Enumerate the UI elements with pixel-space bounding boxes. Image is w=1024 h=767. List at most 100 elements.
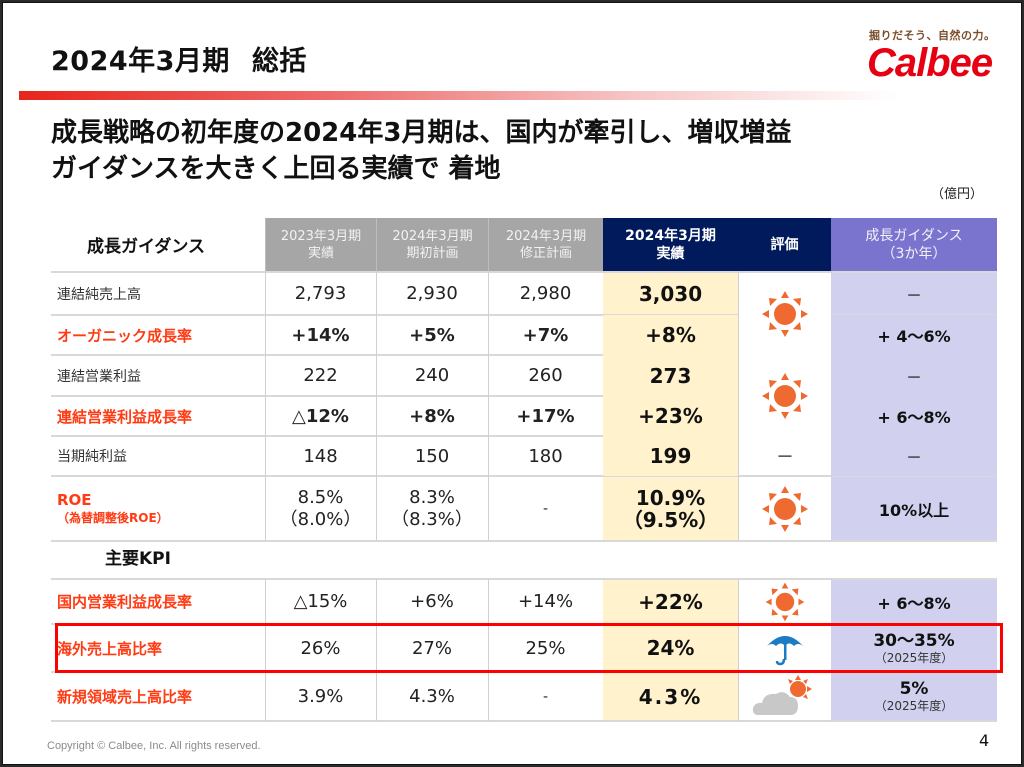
header-line2: 期初計画 (406, 245, 459, 261)
cell-fy2024-initial: 240 (414, 365, 450, 386)
row-divider (51, 395, 997, 397)
value-primary: 8.5% (297, 486, 344, 508)
cell-fy2024-actual: 10.9% （9.5%） (603, 477, 738, 540)
row-label: ROE （為替調整後ROE） (57, 477, 169, 540)
title-summary: 総括 (251, 46, 307, 77)
cell-fy2024-initial: 4.3% (409, 686, 455, 707)
headline-line-1: 成長戦略の初年度の2024年3月期は、国内が牽引し、増収増益 (51, 118, 792, 148)
row-divider (51, 578, 997, 580)
cell-fy2024-actual: 199 (603, 436, 738, 476)
cell-fy2024-actual: +23% (603, 396, 738, 436)
sun-icon-graphic (762, 485, 808, 532)
col-divider (738, 271, 739, 541)
col-divider (265, 271, 266, 541)
cell-fy2024-initial: 2,930 (406, 283, 458, 304)
cell-fy2024-revised: +7% (522, 324, 569, 346)
cell-fy2023-actual: 26% (300, 637, 341, 659)
title-underline-bar (19, 91, 899, 100)
header-line1: 成長ガイダンス (865, 227, 963, 244)
row-divider (51, 314, 997, 316)
cell-guidance: + 6～8% (831, 580, 997, 623)
header-fy2024-initial-plan: 2024年3月期 期初計画 (376, 218, 488, 271)
cell-fy2024-actual: 24% (603, 625, 738, 671)
cell-fy2024-revised: 25% (525, 637, 566, 659)
umbrella-icon (739, 625, 831, 671)
sun-icon (739, 477, 831, 540)
sun-icon-graphic (762, 372, 808, 419)
row-label: 新規領域売上高比率 (57, 688, 193, 706)
cell-guidance: 30～35% （2025年度） (831, 625, 997, 671)
value-adjusted: （9.5%） (622, 507, 719, 532)
row-label-main: ROE (57, 491, 92, 509)
header-fy2024-actual: 2024年3月期 実績 (603, 218, 738, 271)
cell-fy2024-initial: +5% (409, 324, 455, 346)
cell-guidance: 10%以上 (831, 477, 997, 540)
cell-fy2023-actual: +14% (291, 324, 350, 346)
row-label: 国内営業利益成長率 (57, 593, 193, 611)
header-growth-guidance-3yr: 成長ガイダンス （3か年） (831, 218, 997, 271)
sun-icon-graphic (765, 582, 805, 621)
cell-fy2024-actual: +22% (603, 580, 738, 623)
cell-guidance: + 4～6% (831, 315, 997, 355)
cell-guidance: － (831, 355, 997, 396)
cell-fy2024-initial: 150 (414, 445, 450, 467)
header-line1: 評価 (770, 236, 799, 253)
cloud-sun-icon-graphic (752, 674, 812, 715)
sun-icon (739, 580, 831, 623)
headline: 成長戦略の初年度の2024年3月期は、国内が牽引し、増収増益 ガイダンスを大きく… (51, 115, 791, 187)
col-divider (488, 271, 489, 541)
umbrella-icon-graphic (767, 636, 803, 666)
row-label: 連結営業利益 (57, 368, 141, 385)
cell-fy2024-initial: 27% (411, 637, 452, 659)
kpi-section-label: 主要KPI (105, 549, 171, 569)
sun-icon (739, 273, 831, 355)
guidance-note: （2025年度） (874, 699, 954, 713)
value-primary: 8.3% (409, 486, 455, 508)
slide-title: 2024年3月期 総括 (51, 39, 307, 78)
cell-fy2023-actual: 148 (303, 445, 338, 467)
row-label: 連結営業利益成長率 (57, 407, 193, 426)
copyright-footer: Copyright © Calbee, Inc. All rights rese… (47, 740, 261, 752)
cell-fy2023-actual: 2,793 (294, 283, 347, 304)
cell-fy2023-actual: 222 (303, 365, 338, 386)
row-divider (51, 475, 997, 477)
col-divider (488, 578, 489, 721)
guidance-value: 5% (899, 679, 929, 699)
value-adjusted: （8.3%） (391, 508, 473, 530)
sun-icon-graphic (762, 291, 808, 337)
title-period: 2024年3月期 (51, 46, 230, 77)
cell-guidance: + 6～8% (831, 396, 997, 436)
cell-fy2024-initial: +6% (410, 591, 454, 612)
section-label-growth-guidance: 成長ガイダンス (87, 237, 205, 257)
overseas-sales-ratio-highlight-box (55, 623, 1003, 673)
col-divider (376, 578, 377, 721)
guidance-value: 30～35% (873, 630, 955, 651)
col-divider (376, 271, 377, 541)
cell-fy2024-revised: 180 (528, 445, 563, 467)
row-divider (51, 435, 997, 437)
cell-fy2023-actual: △12% (292, 405, 349, 427)
headline-line-2: ガイダンスを大きく上回る実績で 着地 (51, 154, 501, 184)
row-divider (51, 720, 997, 722)
row-label: オーガニック成長率 (57, 326, 193, 345)
header-line2: 実績 (656, 245, 685, 262)
sun-icon (739, 355, 831, 436)
cell-guidance: － (831, 273, 997, 314)
header-line2: 実績 (307, 245, 334, 261)
cell-fy2024-actual: 273 (603, 355, 738, 396)
cloud-sun-icon (739, 673, 831, 720)
cell-fy2024-initial: +8% (409, 405, 455, 427)
cell-fy2024-revised: +17% (516, 405, 575, 427)
header-fy2024-revised-plan: 2024年3月期 修正計画 (488, 218, 603, 271)
value-primary: 10.9% (635, 485, 706, 510)
cell-fy2024-revised: - (542, 500, 549, 517)
unit-label: （億円） (931, 187, 984, 202)
cell-guidance: － (831, 436, 997, 476)
header-line2: 修正計画 (519, 245, 572, 261)
header-line1: 2024年3月期 (392, 228, 473, 244)
cell-fy2023-actual: 3.9% (297, 686, 344, 707)
value-adjusted: （8.0%） (279, 508, 362, 530)
calbee-logo: Calbee (867, 41, 993, 85)
row-label: 連結純売上高 (57, 286, 141, 303)
